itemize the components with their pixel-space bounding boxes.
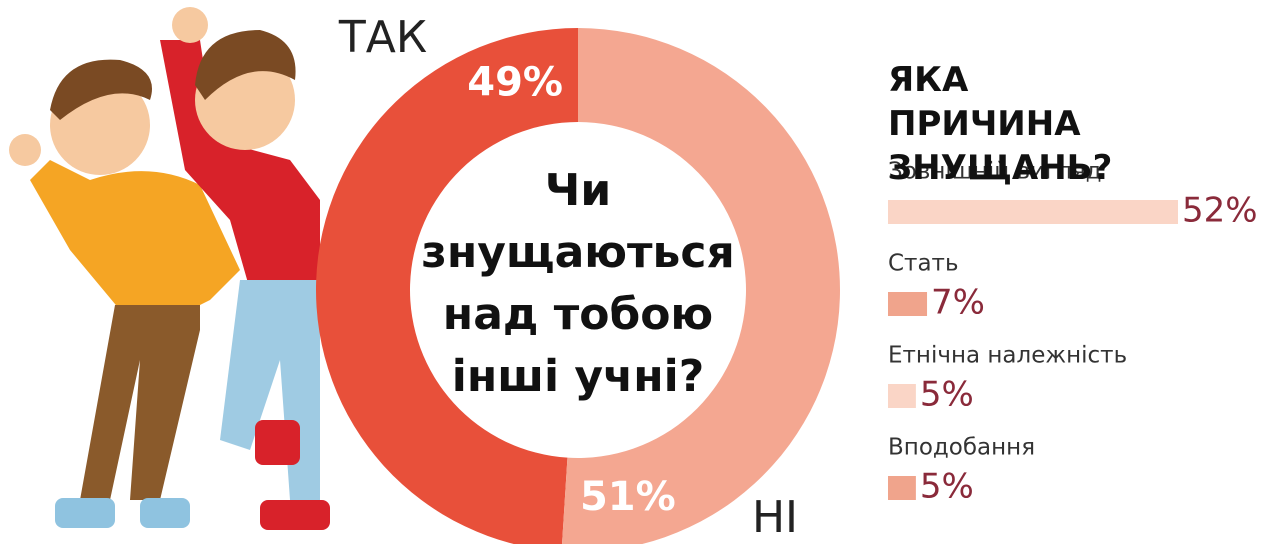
donut-segment — [562, 28, 840, 544]
value-label: 7% — [931, 283, 985, 323]
category-label: Стать — [888, 251, 959, 277]
bar-title: ЯКА ПРИЧИНА ЗНУЩАНЬ? — [888, 60, 1113, 188]
donut-segment — [316, 28, 578, 544]
value-label: 49% — [467, 59, 563, 105]
value-label: 5% — [920, 375, 974, 415]
category-label: ТАК — [338, 12, 427, 63]
category-label: Етнічна належність — [888, 343, 1127, 369]
bar — [888, 200, 1178, 224]
bar — [888, 384, 916, 408]
donut-title: Чи знущаються над тобою інші учні? — [421, 165, 735, 402]
category-label: Вподобання — [888, 435, 1035, 461]
category-label: НІ — [752, 492, 798, 543]
bar — [888, 476, 916, 500]
illustration — [9, 7, 330, 530]
value-label: 51% — [580, 474, 676, 520]
category-label: Зовнішній вигляд — [888, 159, 1102, 185]
value-label: 5% — [920, 467, 974, 507]
bar — [888, 292, 928, 316]
value-label: 52% — [1182, 191, 1258, 231]
